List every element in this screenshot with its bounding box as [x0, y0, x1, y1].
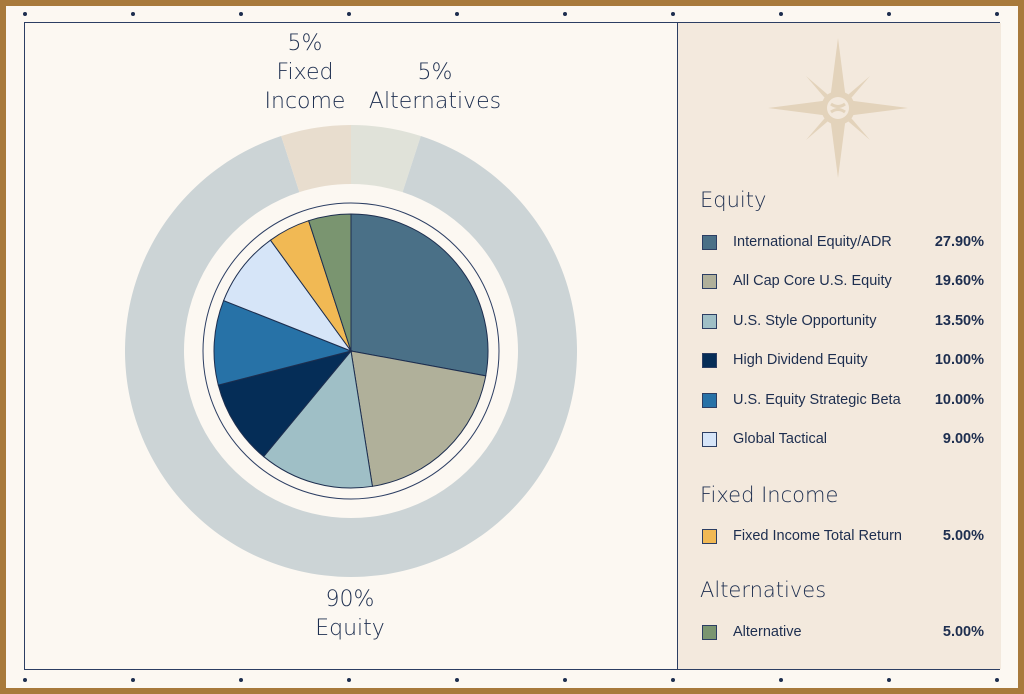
legend-label: High Dividend Equity — [733, 352, 868, 368]
border-dot — [995, 12, 999, 16]
compass-icon — [768, 38, 908, 178]
border-dot — [455, 678, 459, 682]
border-dot — [239, 678, 243, 682]
legend-label: Global Tactical — [733, 431, 828, 447]
legend-item-high-dividend: High Dividend Equity 10.00% — [702, 350, 984, 370]
border-dot — [779, 12, 783, 16]
fixed-income-ring-name-1: Fixed — [276, 60, 334, 85]
legend-swatch — [702, 431, 717, 447]
equity-ring-pct: 90% — [325, 587, 375, 612]
border-dot — [131, 678, 135, 682]
legend-label: U.S. Style Opportunity — [733, 313, 877, 329]
border-dot — [563, 12, 567, 16]
legend-panel: Equity International Equity/ADR 27.90% A… — [677, 23, 1001, 669]
legend-item-global-tactical: Global Tactical 9.00% — [702, 429, 984, 449]
legend-pct: 19.60% — [934, 273, 984, 289]
border-dot — [671, 678, 675, 682]
fixed-income-ring-pct: 5% — [287, 31, 323, 56]
legend-swatch — [702, 273, 717, 289]
border-dot — [563, 678, 567, 682]
legend-item-all-cap-core: All Cap Core U.S. Equity 19.60% — [702, 271, 984, 291]
legend-swatch — [702, 392, 717, 408]
allocation-chart — [124, 125, 577, 577]
pie-slice-u-s-equity-strategic-beta — [213, 299, 353, 386]
legend-label: U.S. Equity Strategic Beta — [733, 392, 901, 408]
alternatives-ring-name: Alternatives — [368, 89, 502, 114]
legend-item-international-equity: International Equity/ADR 27.90% — [702, 232, 984, 252]
page-frame: 5% Fixed Income 5% Alternatives 90% Equi… — [6, 6, 1018, 688]
fixed-income-group-title: Fixed Income — [700, 483, 839, 507]
equity-group-title: Equity — [700, 188, 767, 212]
border-dot — [779, 678, 783, 682]
legend-label: Fixed Income Total Return — [733, 528, 902, 544]
allocation-panel: 5% Fixed Income 5% Alternatives 90% Equi… — [24, 22, 1001, 670]
border-dot — [131, 12, 135, 16]
legend-item-strategic-beta: U.S. Equity Strategic Beta 10.00% — [702, 390, 984, 410]
ring-segment-fixed-income — [281, 125, 351, 193]
fixed-income-ring-label: 5% Fixed Income — [255, 29, 355, 116]
legend-item-fixed-income-total-return: Fixed Income Total Return 5.00% — [702, 526, 984, 546]
inner-guide-ring — [202, 202, 500, 500]
border-dot — [995, 678, 999, 682]
border-dot — [239, 12, 243, 16]
border-dot — [671, 12, 675, 16]
legend-pct: 27.90% — [934, 234, 984, 250]
border-dot — [887, 12, 891, 16]
alternatives-ring-pct: 5% — [417, 60, 453, 85]
legend-item-us-style-opportunity: U.S. Style Opportunity 13.50% — [702, 311, 984, 331]
pie-slice-all-cap-core-u-s-equity — [350, 350, 487, 487]
border-dot — [23, 678, 27, 682]
equity-ring-label: 90% Equity — [285, 585, 415, 643]
legend-pct: 13.50% — [934, 313, 984, 329]
legend-pct: 9.00% — [942, 431, 984, 447]
pie-slice-alternative — [308, 213, 352, 352]
pie-slice-high-dividend-equity — [217, 350, 353, 458]
legend-pct: 10.00% — [934, 392, 984, 408]
legend-swatch — [702, 624, 717, 640]
legend-swatch — [702, 352, 717, 368]
legend-pct: 5.00% — [942, 624, 984, 640]
legend-swatch — [702, 528, 717, 544]
border-dot — [23, 12, 27, 16]
border-dot — [347, 12, 351, 16]
legend-swatch — [702, 313, 717, 329]
legend-label: International Equity/ADR — [733, 234, 892, 250]
legend-label: All Cap Core U.S. Equity — [733, 273, 892, 289]
legend-swatch — [702, 234, 717, 250]
border-dot — [347, 678, 351, 682]
pie-slice-international-equity-adr — [350, 213, 489, 377]
legend-label: Alternative — [733, 624, 802, 640]
alternatives-group-title: Alternatives — [700, 578, 827, 602]
alternatives-ring-label: 5% Alternatives — [360, 58, 510, 116]
border-dot — [887, 678, 891, 682]
border-dot — [455, 12, 459, 16]
legend-pct: 10.00% — [934, 352, 984, 368]
legend-item-alternative: Alternative 5.00% — [702, 622, 984, 642]
ring-segment-alternatives — [351, 125, 421, 193]
legend-pct: 5.00% — [942, 528, 984, 544]
equity-ring-name: Equity — [315, 616, 385, 641]
pie-slice-u-s-style-opportunity — [262, 349, 374, 489]
fixed-income-ring-name-2: Income — [264, 89, 346, 114]
